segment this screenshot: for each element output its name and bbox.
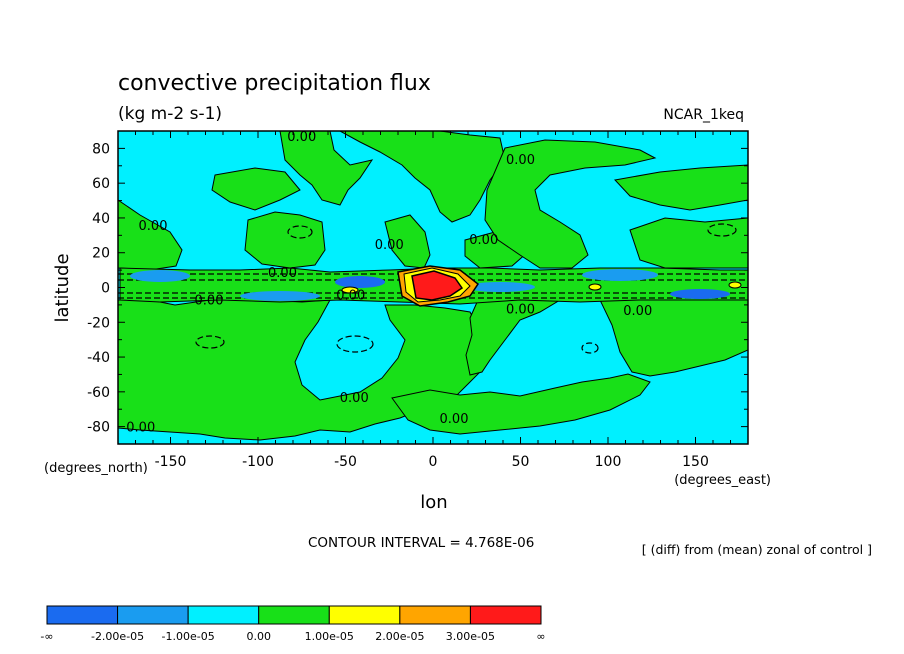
contour-region xyxy=(335,276,385,288)
colorbar-label: -2.00e-05 xyxy=(91,630,144,643)
y-tick-label: -60 xyxy=(87,385,110,401)
map-area: 0.00 0.00 0.00 0.00 0.00 0.00 0.00 0.00 0.00 0.00… xyxy=(118,130,748,444)
colorbar-label: 1.00e-05 xyxy=(305,630,354,643)
plot-note: [ (diff) from (mean) zonal of control ] xyxy=(642,542,872,557)
contour-line xyxy=(581,342,599,354)
y-tick-label: 80 xyxy=(92,141,110,157)
contour-region xyxy=(341,286,359,294)
contour-label: 0.00 xyxy=(287,130,316,145)
contour-interval: CONTOUR INTERVAL = 4.768E-06 xyxy=(308,535,534,551)
contour-label: 0.00 xyxy=(336,288,365,303)
y-tick-label: -40 xyxy=(87,350,110,366)
contour-label: 0.00 xyxy=(126,421,155,436)
y-tick-label: -20 xyxy=(87,315,110,331)
colorbar-swatch xyxy=(46,605,119,625)
colorbar-swatch xyxy=(117,605,189,625)
contour-label: 0.00 xyxy=(375,238,404,253)
chart-units: (kg m-2 s-1) xyxy=(118,104,222,124)
contour-label: 0.00 xyxy=(469,233,498,248)
contour-label: 0.00 xyxy=(340,391,369,406)
x-tick-label: 150 xyxy=(682,454,709,470)
contour-region xyxy=(339,131,506,223)
colorbar-label: 2.00e-05 xyxy=(375,630,424,643)
x-tick-label: 50 xyxy=(512,454,530,470)
y-tick-label: 20 xyxy=(92,246,110,262)
contour-region xyxy=(582,269,658,281)
contour-region xyxy=(411,270,464,301)
x-axis: -150 -100 -50 0 50 100 150 xyxy=(117,131,749,470)
contour-region xyxy=(629,217,748,269)
colorbar-label: -∞ xyxy=(40,630,53,643)
y-axis-units: (degrees_north) xyxy=(44,461,148,476)
negative-anomaly-cells xyxy=(130,269,730,301)
colorbar: -∞ -2.00e-05 -1.00e-05 0.00 1.00e-05 2.00e-05… xyxy=(40,605,546,643)
contour-region xyxy=(279,131,374,206)
colorbar-label: ∞ xyxy=(536,630,545,643)
contour-region xyxy=(384,214,431,269)
chart-title: convective precipitation flux xyxy=(118,71,431,96)
contour-label: 0.00 xyxy=(195,294,224,309)
y-tick-label: -80 xyxy=(87,420,110,436)
model-label: NCAR_1keq xyxy=(663,107,744,123)
contour-region xyxy=(465,282,535,292)
colorbar-swatch xyxy=(469,605,542,625)
contour-line xyxy=(336,335,374,353)
maximum-anomaly-cell xyxy=(341,265,742,307)
contour-region xyxy=(130,270,190,282)
contour-region xyxy=(614,164,748,211)
y-tick-label: 40 xyxy=(92,211,110,227)
colorbar-label: -1.00e-05 xyxy=(162,630,215,643)
contour-label: 0.00 xyxy=(506,302,535,317)
contour-region xyxy=(391,373,651,435)
contour-label: 0.00 xyxy=(623,304,652,319)
colorbar-swatch xyxy=(399,605,471,625)
contour-label: 0.00 xyxy=(268,266,297,281)
colorbar-swatch xyxy=(187,605,260,625)
contour-line xyxy=(707,223,737,237)
x-tick-label: -50 xyxy=(334,454,357,470)
contour-label: 0.00 xyxy=(506,153,535,168)
contour-region xyxy=(588,283,602,291)
colorbar-swatch xyxy=(258,605,330,625)
contour-line xyxy=(287,225,313,239)
contour-region xyxy=(484,139,657,269)
contour-line xyxy=(195,335,225,349)
contour-label: 0.00 xyxy=(139,219,168,234)
colorbar-swatch xyxy=(328,605,401,625)
colorbar-label: 0.00 xyxy=(246,630,271,643)
contour-region xyxy=(211,167,301,211)
contour-label-group: 0.00 0.00 0.00 0.00 0.00 0.00 0.00 0.00 0.00 0.00… xyxy=(126,130,652,436)
y-axis-title: latitude xyxy=(52,253,73,322)
x-axis-units: (degrees_east) xyxy=(674,473,771,488)
y-tick-label: 0 xyxy=(101,281,110,297)
colorbar-label: 3.00e-05 xyxy=(446,630,495,643)
x-tick-label: -150 xyxy=(155,454,187,470)
contour-region xyxy=(240,291,320,301)
contour-label: 0.00 xyxy=(440,412,469,427)
x-tick-label: 0 xyxy=(429,454,438,470)
y-tick-label: 60 xyxy=(92,176,110,192)
contour-region xyxy=(670,289,730,299)
x-axis-title: lon xyxy=(420,492,447,513)
x-tick-label: -100 xyxy=(242,454,274,470)
positive-anomaly-regions xyxy=(118,131,748,441)
contour-region xyxy=(244,211,326,269)
y-axis: 80 60 40 20 0 -20 -40 -60 -80 xyxy=(87,130,748,445)
contour-region xyxy=(728,281,742,289)
x-tick-label: 100 xyxy=(595,454,622,470)
